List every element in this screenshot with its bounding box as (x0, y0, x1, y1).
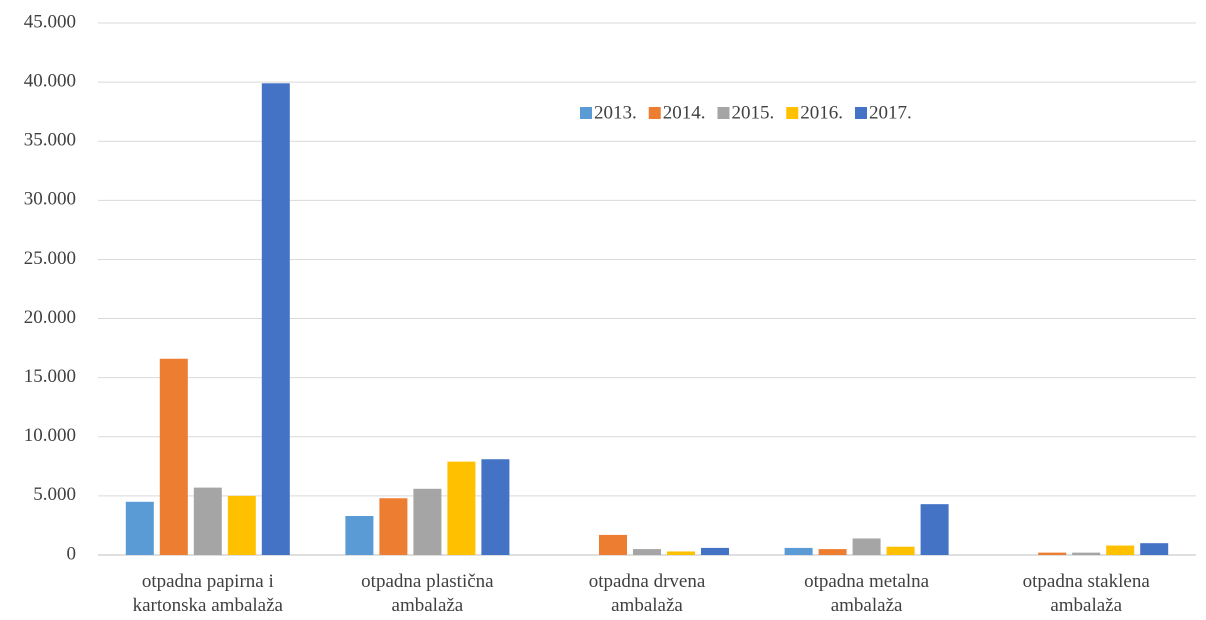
y-tick-label: 45.000 (24, 11, 76, 32)
bar (701, 547, 729, 555)
legend-swatch (580, 107, 592, 119)
y-tick-label: 30.000 (24, 189, 76, 210)
bar (599, 534, 627, 555)
bar (1140, 543, 1169, 555)
x-tick-label: otpadna papirna i kartonska ambalaža (132, 571, 283, 616)
legend-label: 2013. (594, 102, 637, 123)
bar (159, 358, 188, 555)
bar (1106, 545, 1135, 555)
bar (667, 551, 695, 555)
legend-label: 2017. (869, 102, 912, 123)
bar (481, 459, 510, 555)
y-tick-label: 20.000 (24, 307, 76, 328)
x-tick-label: otpadna metalna ambalaža (804, 571, 930, 616)
legend-swatch (786, 107, 799, 119)
legend-swatch (648, 107, 661, 119)
y-tick-label: 5.000 (33, 484, 76, 505)
y-tick-label: 15.000 (24, 366, 76, 387)
bar (886, 546, 915, 555)
legend-label: 2016. (800, 102, 843, 123)
x-tick-label: otpadna drvena ambalaža (588, 571, 706, 616)
bar (261, 83, 290, 555)
bar (633, 549, 661, 555)
x-tick-label: otpadna staklena ambalaža (1022, 571, 1150, 616)
bar (818, 549, 847, 555)
y-tick-label: 35.000 (24, 130, 76, 151)
bar (920, 504, 949, 555)
bar (125, 501, 154, 555)
legend-label: 2015. (732, 102, 775, 123)
legend-label: 2014. (663, 102, 706, 123)
y-tick-label: 10.000 (24, 425, 76, 446)
bar (852, 538, 881, 555)
bar (1038, 552, 1067, 555)
bar (1072, 552, 1101, 555)
y-tick-label: 25.000 (24, 248, 76, 269)
y-tick-label: 0 (67, 543, 77, 564)
bar (379, 498, 408, 555)
legend-swatch (717, 107, 730, 119)
bar (193, 487, 222, 555)
bar (784, 547, 813, 555)
x-tick-label: otpadna plastična ambalaža (361, 571, 494, 616)
legend-swatch (855, 107, 867, 119)
bar (345, 515, 374, 555)
y-tick-label: 40.000 (24, 70, 76, 91)
bar (413, 488, 442, 555)
bar (447, 461, 476, 555)
bar (227, 495, 256, 555)
